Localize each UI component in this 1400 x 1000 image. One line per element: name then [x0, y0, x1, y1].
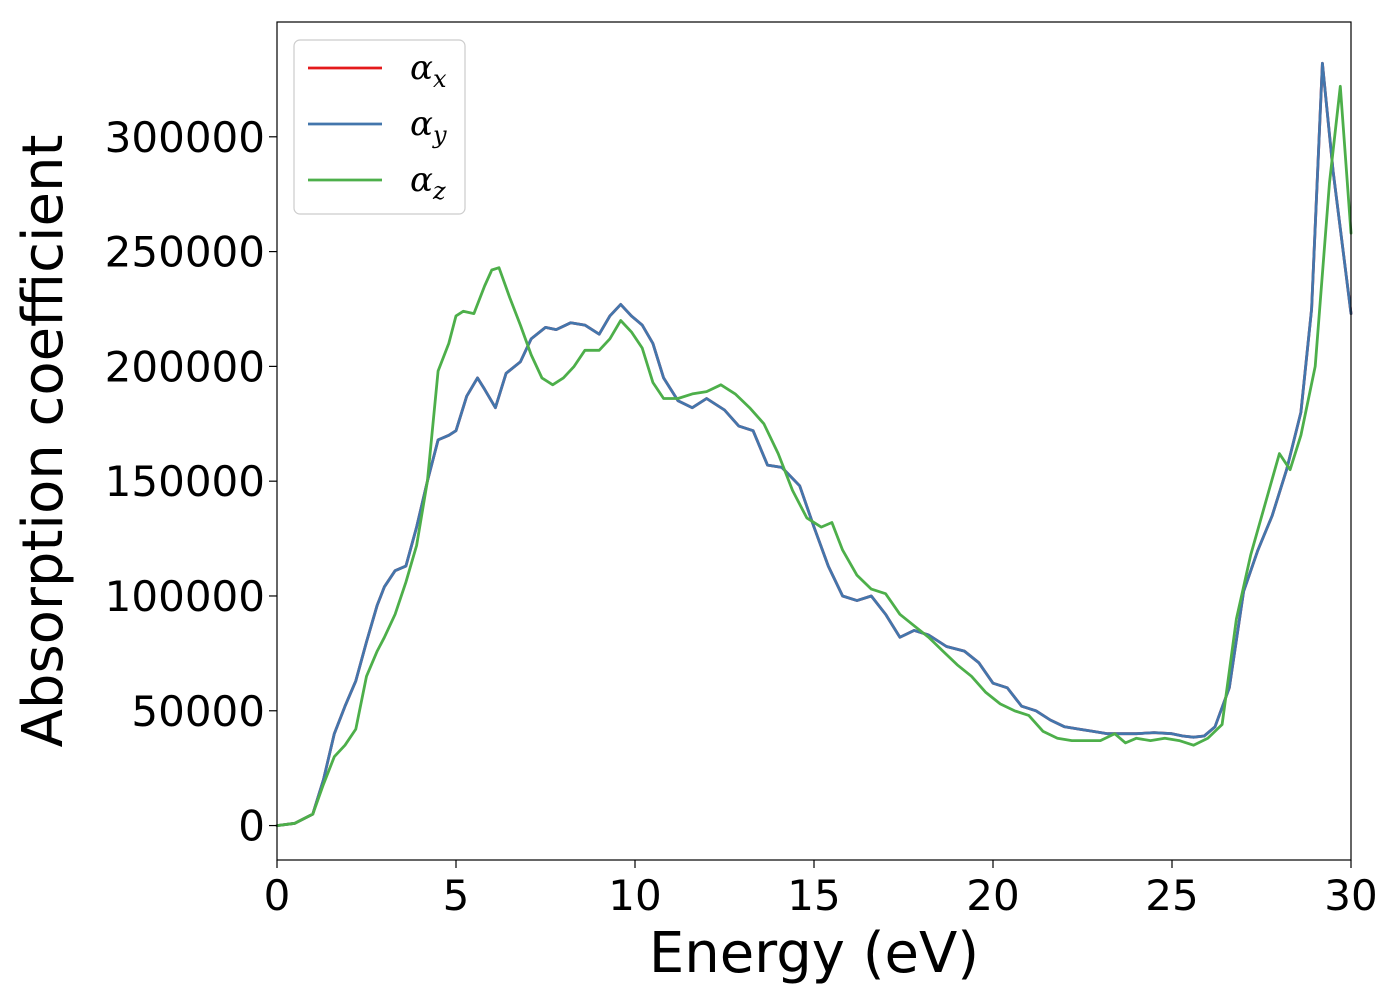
y-tick-label: 300000 [105, 113, 265, 162]
x-axis-label: Energy (eV) [649, 921, 979, 986]
y-axis: 0 50000 100000 150000 200000 250000 300000 [105, 113, 277, 851]
x-tick-label: 20 [966, 871, 1019, 920]
x-tick-label: 10 [608, 871, 661, 920]
series-line-z [275, 84, 1353, 827]
x-tick-label: 15 [787, 871, 840, 920]
y-tick-label: 0 [238, 802, 265, 851]
y-tick-label: 50000 [131, 687, 265, 736]
y-tick-label: 100000 [105, 572, 265, 621]
y-tick-label: 150000 [105, 457, 265, 506]
y-tick-label: 200000 [105, 342, 265, 391]
x-tick-label: 5 [443, 871, 470, 920]
y-tick-label: 250000 [105, 228, 265, 277]
x-tick-label: 25 [1145, 871, 1198, 920]
series-layer [275, 61, 1353, 827]
x-tick-label: 0 [264, 871, 291, 920]
x-tick-label: 30 [1324, 871, 1377, 920]
x-axis: 0 5 10 15 20 25 30 [264, 860, 1378, 920]
series-line-y [275, 61, 1353, 827]
y-axis-label: Absorption coefficient [11, 135, 76, 748]
legend-box [293, 39, 466, 215]
